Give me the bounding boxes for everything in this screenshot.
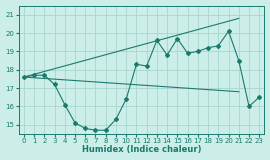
X-axis label: Humidex (Indice chaleur): Humidex (Indice chaleur) (82, 145, 201, 154)
